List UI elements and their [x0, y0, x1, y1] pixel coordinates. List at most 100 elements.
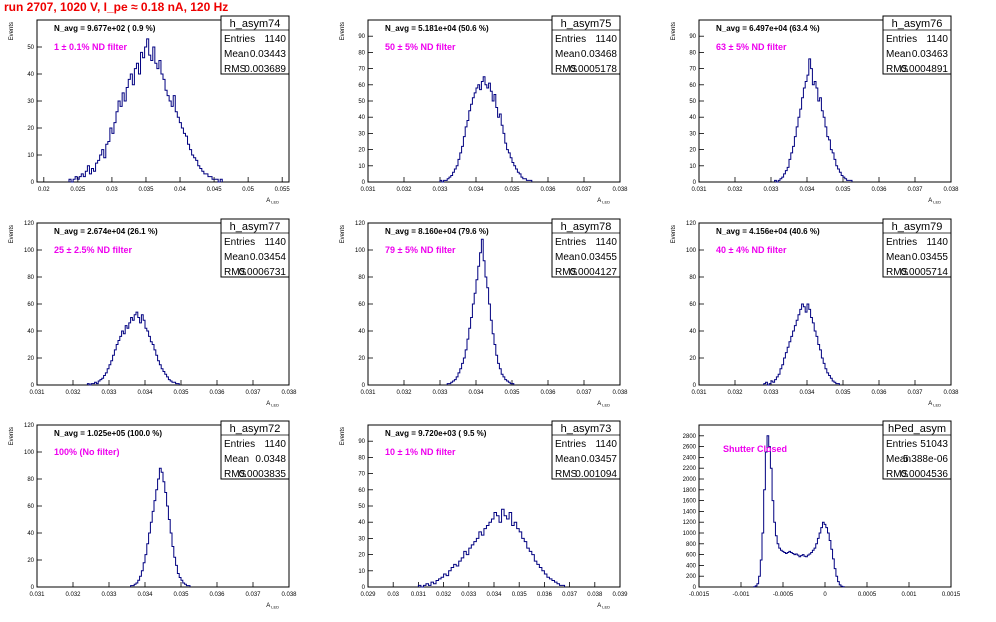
y-tick-label: 90 [358, 34, 365, 40]
stats-value: 1140 [264, 237, 286, 248]
x-tick-label: 0.034 [468, 390, 484, 396]
stats-title: h_asym73 [561, 423, 612, 435]
stats-value: 1140 [264, 439, 286, 450]
x-tick-label: 0.031 [411, 592, 427, 598]
x-axis-title: ALED [928, 198, 941, 205]
x-tick-label: 0.035 [173, 592, 189, 598]
x-tick-label: 0.031 [360, 187, 376, 193]
stats-title: h_asym79 [892, 221, 943, 233]
x-tick-label: 0.029 [360, 592, 376, 598]
stats-value: 0.0348 [255, 454, 286, 465]
x-tick-label: 0.033 [101, 390, 117, 396]
x-tick-label: 0.034 [799, 187, 815, 193]
stats-box [551, 15, 621, 75]
x-axis-title-subscript: LED [602, 605, 610, 610]
y-tick-label: 40 [358, 329, 365, 335]
stats-label: Mean [224, 454, 249, 465]
histogram-panel-0: 0.02 0.025 0.03 0.035 0.04 0.045 0.05 0.055 0 10 2… [9, 15, 290, 205]
y-axis-title: Events [340, 22, 346, 40]
x-tick-label: 0.034 [799, 390, 815, 396]
x-tick-label: 0.001 [901, 592, 917, 598]
y-axis-title: Events [9, 22, 15, 40]
y-tick-label: 1400 [683, 509, 697, 515]
y-tick-label: 40 [358, 115, 365, 121]
stats-value: 0.0003835 [239, 469, 287, 480]
stats-value: 1140 [264, 34, 286, 45]
y-axis-title: Events [340, 225, 346, 243]
histogram-line [86, 311, 180, 386]
stats-value: 0.0004891 [901, 64, 949, 75]
y-tick-label: 60 [358, 488, 365, 494]
x-axis-title-subscript: LED [271, 200, 279, 205]
stats-value: 0.003689 [244, 64, 286, 75]
y-tick-label: 0 [31, 180, 35, 186]
y-tick-label: 1200 [683, 520, 697, 526]
histogram-line [417, 508, 566, 588]
y-tick-label: 20 [27, 126, 34, 132]
y-axis-title: Events [671, 225, 677, 243]
y-tick-label: 200 [686, 574, 697, 580]
histogram-panel-4: 0.031 0.032 0.033 0.034 0.035 0.036 0.037 0.038… [340, 218, 628, 408]
x-tick-label: 0.037 [562, 592, 578, 598]
stats-label: Mean [886, 454, 911, 465]
x-tick-label: 0.04 [174, 187, 186, 193]
x-tick-label: 0.037 [245, 592, 261, 598]
x-tick-label: 0.0005 [858, 592, 877, 598]
stats-value: 0.0004536 [901, 469, 949, 480]
y-tick-label: 80 [358, 275, 365, 281]
y-tick-label: 0 [362, 585, 366, 591]
stats-label: Mean [886, 49, 911, 60]
stats-value: 51043 [920, 439, 948, 450]
y-tick-label: 120 [24, 423, 35, 429]
stats-value: 1140 [595, 237, 617, 248]
navg-label: N_avg = 8.160e+04 (79.6 %) [385, 227, 489, 236]
navg-label: N_avg = 4.156e+04 (40.6 %) [716, 227, 820, 236]
y-tick-label: 60 [358, 302, 365, 308]
y-tick-label: 100 [355, 248, 366, 254]
x-tick-label: 0.035 [835, 390, 851, 396]
stats-label: Mean [555, 49, 580, 60]
y-tick-label: 0 [362, 383, 366, 389]
stats-value: 0.03455 [912, 252, 949, 263]
stats-box [551, 218, 621, 278]
y-tick-label: 70 [689, 67, 696, 73]
y-tick-label: 120 [355, 221, 366, 227]
x-axis-title: ALED [597, 401, 610, 408]
filter-label: 40 ± 4% ND filter [716, 245, 787, 255]
stats-label: Entries [555, 237, 586, 248]
x-tick-label: 0.032 [396, 390, 412, 396]
stats-title: h_asym75 [561, 18, 612, 30]
y-tick-label: 70 [358, 67, 365, 73]
histogram-panel-8: -0.0015 -0.001 -0.0005 0 0.0005 0.001 0.0015 0 2… [683, 420, 961, 598]
y-tick-label: 100 [24, 450, 35, 456]
x-tick-label: 0 [823, 592, 827, 598]
x-tick-label: 0.036 [871, 390, 887, 396]
x-tick-label: 0.033 [763, 187, 779, 193]
x-tick-label: 0.038 [612, 390, 628, 396]
y-tick-label: 10 [27, 153, 34, 159]
y-tick-label: 0 [693, 180, 697, 186]
y-tick-label: 20 [358, 356, 365, 362]
x-tick-label: 0.038 [943, 390, 959, 396]
x-tick-label: 0.032 [396, 187, 412, 193]
histogram-panel-3: 0.031 0.032 0.033 0.034 0.035 0.036 0.037 0.038… [9, 218, 297, 408]
y-tick-label: 120 [686, 221, 697, 227]
stats-value: 0.0004127 [570, 267, 618, 278]
x-tick-label: 0.035 [173, 390, 189, 396]
y-tick-label: 600 [686, 553, 697, 559]
y-tick-label: 2800 [683, 434, 697, 440]
stats-value: 1140 [926, 237, 948, 248]
x-tick-label: 0.037 [245, 390, 261, 396]
y-tick-label: 20 [689, 148, 696, 154]
x-tick-label: 0.034 [137, 390, 153, 396]
y-tick-label: 0 [31, 585, 35, 591]
y-tick-label: 30 [689, 131, 696, 137]
stats-title: h_asym77 [230, 221, 281, 233]
run-title: run 2707, 1020 V, I_pe ≈ 0.18 nA, 120 Hz [4, 0, 229, 14]
x-tick-label: 0.031 [691, 390, 707, 396]
x-tick-label: 0.032 [65, 390, 81, 396]
stats-title: hPed_asym [888, 423, 946, 435]
stats-box [882, 420, 952, 480]
x-tick-label: 0.033 [432, 390, 448, 396]
x-tick-label: 0.05 [242, 187, 254, 193]
